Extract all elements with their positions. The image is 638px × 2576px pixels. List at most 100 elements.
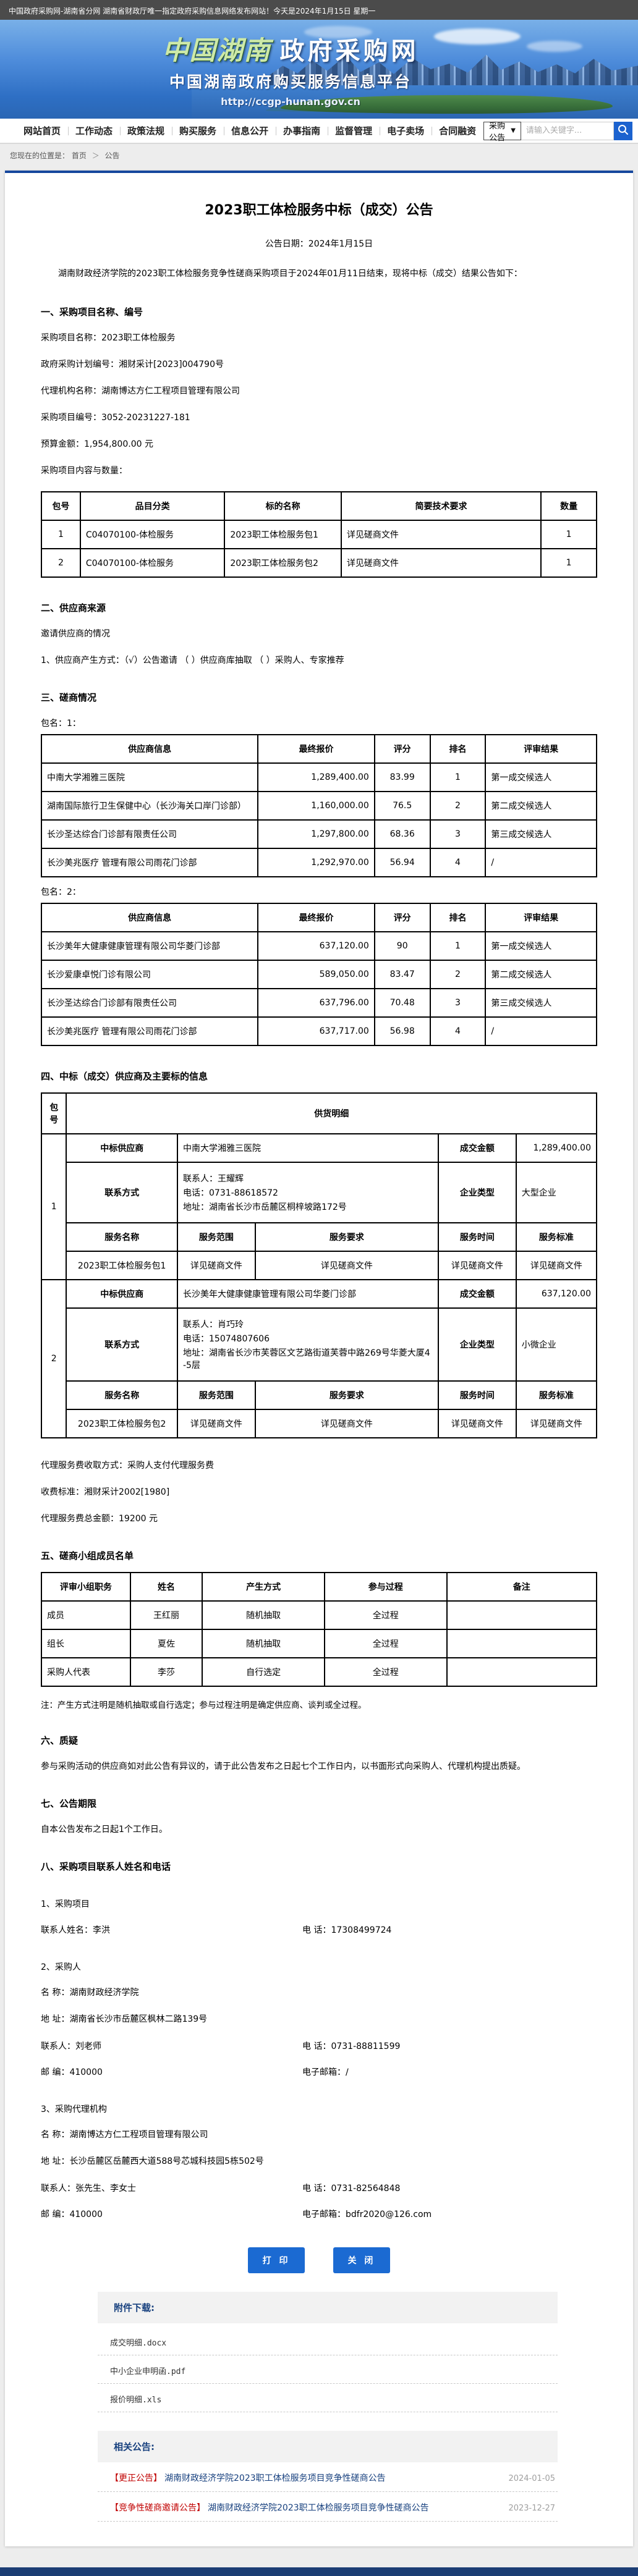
- attachment-list: 成交明细.docx 中小企业申明函.pdf 报价明细.xls: [98, 2327, 558, 2412]
- table-row: 中南大学湘雅三医院 1,289,400.00 83.99 1 第一成交候选人: [40, 762, 597, 792]
- award-amount: 1,289,400.00: [515, 1133, 598, 1163]
- cell: 1: [429, 931, 487, 961]
- nav-item-policies[interactable]: 政策法规: [120, 124, 172, 137]
- cell: /: [485, 847, 597, 877]
- nav-item-contract-financing[interactable]: 合同融资: [432, 124, 483, 137]
- table-row: 长沙美年大健康健康管理有限公司华菱门诊部 637,120.00 90 1 第一成…: [40, 931, 597, 961]
- group1-title: 1、采购项目: [41, 1899, 90, 1909]
- site-subtitle: 中国湖南政府购买服务信息平台: [169, 73, 412, 91]
- nav-item-purchase-services[interactable]: 购买服务: [172, 124, 224, 137]
- cell: 76.5: [373, 790, 431, 821]
- cell: 2023职工体检服务包2: [66, 1408, 178, 1438]
- col-score: 评分: [373, 733, 431, 764]
- search-category-select[interactable]: 采购公告 ▼: [483, 121, 521, 143]
- attachments-panel: 附件下载: 成交明细.docx 中小企业申明函.pdf 报价明细.xls: [98, 2291, 558, 2412]
- project-number-line: 采购项目编号：3052-20231227-181: [41, 412, 190, 423]
- cell: 全过程: [323, 1600, 448, 1630]
- table-row: 组长 夏佐 随机抽取 全过程: [41, 1628, 597, 1658]
- package1-label: 包名：1：: [41, 718, 81, 728]
- breadcrumb-current[interactable]: 公告: [104, 151, 120, 160]
- agency-name-line: 代理机构名称：湖南博达方仁工程项目管理有限公司: [41, 386, 240, 396]
- cell: 3: [429, 819, 487, 849]
- cell: 组长: [41, 1628, 131, 1658]
- package2-label: 包名：2：: [41, 887, 81, 897]
- cell: 随机抽取: [202, 1600, 325, 1630]
- contact-address: 地址：湖南省长沙市岳麓区桐梓坡路172号: [183, 1202, 347, 1212]
- cell: 70.48: [373, 987, 431, 1018]
- nav-item-e-mall[interactable]: 电子卖场: [380, 124, 432, 137]
- cell: 4: [429, 1016, 487, 1046]
- cell: 2: [41, 547, 81, 578]
- objection-body: 参与采购活动的供应商如对此公告有异议的，请于此公告发布之日起七个工作日内，以书面…: [41, 1761, 525, 1772]
- col-final-quote: 最终报价: [257, 902, 375, 932]
- cloud-decoration: [434, 28, 521, 44]
- committee-note: 注：产生方式注明是随机抽取或自行选定；参与过程注明是确定供应商、谈判或全过程。: [41, 1700, 367, 1710]
- cell: /: [485, 1016, 597, 1046]
- attachment-link[interactable]: 中小企业申明函.pdf: [98, 2355, 558, 2384]
- cell: C04070100-体检服务: [79, 547, 226, 578]
- content-quantity-line: 采购项目内容与数量：: [41, 465, 127, 476]
- invite-suppliers-line: 邀请供应商的情况: [41, 628, 110, 639]
- agency-zip: 邮 编：410000: [41, 2209, 103, 2219]
- action-buttons: 打 印 关 闭: [41, 2247, 597, 2273]
- purchaser-address: 地 址：湖南省长沙市岳麓区枫林二路139号: [41, 2014, 208, 2024]
- col-service-scope: 服务范围: [177, 1380, 256, 1410]
- table-row: 2 中标供应商 长沙美年大健康健康管理有限公司华菱门诊部 成交金额 637,12…: [40, 1278, 598, 1438]
- cell: 王红丽: [129, 1600, 203, 1630]
- cell: 1: [540, 519, 597, 549]
- related-title: 相关公告:: [98, 2430, 558, 2462]
- cell: 夏佐: [129, 1628, 203, 1658]
- search-input[interactable]: [521, 121, 614, 140]
- agency-fee-method-line: 代理服务费收取方式：采购人支付代理服务费: [41, 1460, 214, 1471]
- label-award-amount: 成交金额: [438, 1133, 517, 1163]
- nav-item-info-disclosure[interactable]: 信息公开: [224, 124, 276, 137]
- search-button[interactable]: [613, 121, 632, 140]
- nav-item-supervision[interactable]: 监督管理: [328, 124, 380, 137]
- search-category-value: 采购公告: [489, 121, 506, 143]
- cell: 详见磋商文件: [515, 1408, 598, 1438]
- table-header-row: 供应商信息 最终报价 评分 排名 评审结果: [40, 902, 597, 932]
- related-announcement-link[interactable]: 【竞争性磋商邀请公告】 湖南财政经济学院2023职工体检服务项目竞争性磋商公告 …: [98, 2492, 558, 2522]
- print-button[interactable]: 打 印: [247, 2247, 305, 2273]
- related-announcement-link[interactable]: 【更正公告】 湖南财政经济学院2023职工体检服务项目竞争性磋商公告 2024-…: [98, 2462, 558, 2492]
- footer-bar: [0, 2567, 638, 2576]
- nav-item-work-news[interactable]: 工作动态: [68, 124, 120, 137]
- cell: 长沙爱康卓悦门诊有限公司: [40, 959, 259, 989]
- cell: 详见磋商文件: [177, 1408, 256, 1438]
- table-row: 2 C04070100-体检服务 2023职工体检服务包2 详见磋商文件 1: [41, 547, 597, 578]
- label-winning-supplier: 中标供应商: [66, 1278, 178, 1309]
- contact-address: 地址：湖南省长沙市芙蓉区文艺路街道芙蓉中路269号华菱大厦4-5层: [183, 1348, 430, 1370]
- purchaser-email: 电子邮箱：/: [302, 2067, 349, 2077]
- label-winning-supplier: 中标供应商: [66, 1133, 178, 1163]
- cell: 1: [41, 519, 81, 549]
- cell: 1: [540, 547, 597, 578]
- agency-fee-total-line: 代理服务费总金额：19200 元: [41, 1513, 158, 1524]
- agency-email: 电子邮箱：bdfr2020@126.com: [302, 2209, 432, 2219]
- close-button[interactable]: 关 闭: [333, 2247, 391, 2273]
- attachment-link[interactable]: 报价明细.xls: [98, 2384, 558, 2412]
- agency-name: 名 称：湖南博达方仁工程项目管理有限公司: [41, 2129, 208, 2140]
- col-subject: 标的名称: [224, 491, 342, 521]
- related-list: 【更正公告】 湖南财政经济学院2023职工体检服务项目竞争性磋商公告 2024-…: [98, 2462, 558, 2522]
- breadcrumb-home-link[interactable]: 首页: [71, 151, 87, 160]
- attachment-link[interactable]: 成交明细.docx: [98, 2327, 558, 2355]
- cell: 采购人代表: [41, 1657, 131, 1687]
- cell: 2: [429, 959, 487, 989]
- cell: 1: [429, 762, 487, 792]
- table-row: 长沙爱康卓悦门诊有限公司 589,050.00 83.47 2 第二成交候选人: [40, 959, 597, 989]
- nav-item-home[interactable]: 网站首页: [23, 125, 61, 137]
- col-service-standard: 服务标准: [515, 1380, 598, 1410]
- main-navbar: 网站首页 工作动态 政策法规 购买服务 信息公开 办事指南 监督管理 电子卖场 …: [0, 119, 638, 144]
- table-row: 采购人代表 李莎 自行选定 全过程: [41, 1657, 597, 1687]
- cell: 第二成交候选人: [485, 790, 597, 821]
- col-service-name: 服务名称: [66, 1222, 178, 1252]
- table-row: 长沙美兆医疗 管理有限公司雨花门诊部 637,717.00 56.98 4 /: [40, 1016, 597, 1046]
- service-row: 2023职工体检服务包1 详见磋商文件 详见磋商文件 详见磋商文件 详见磋商文件: [41, 1250, 598, 1280]
- section5-heading: 五、磋商小组成员名单: [41, 1550, 134, 1561]
- nav-item-guide[interactable]: 办事指南: [276, 124, 328, 137]
- col-remark: 备注: [446, 1571, 597, 1602]
- cell: 2: [429, 790, 487, 821]
- service-header-row: 服务名称 服务范围 服务要求 服务时间 服务标准: [41, 1380, 598, 1410]
- announcement-date: 2023-12-27: [508, 2503, 555, 2513]
